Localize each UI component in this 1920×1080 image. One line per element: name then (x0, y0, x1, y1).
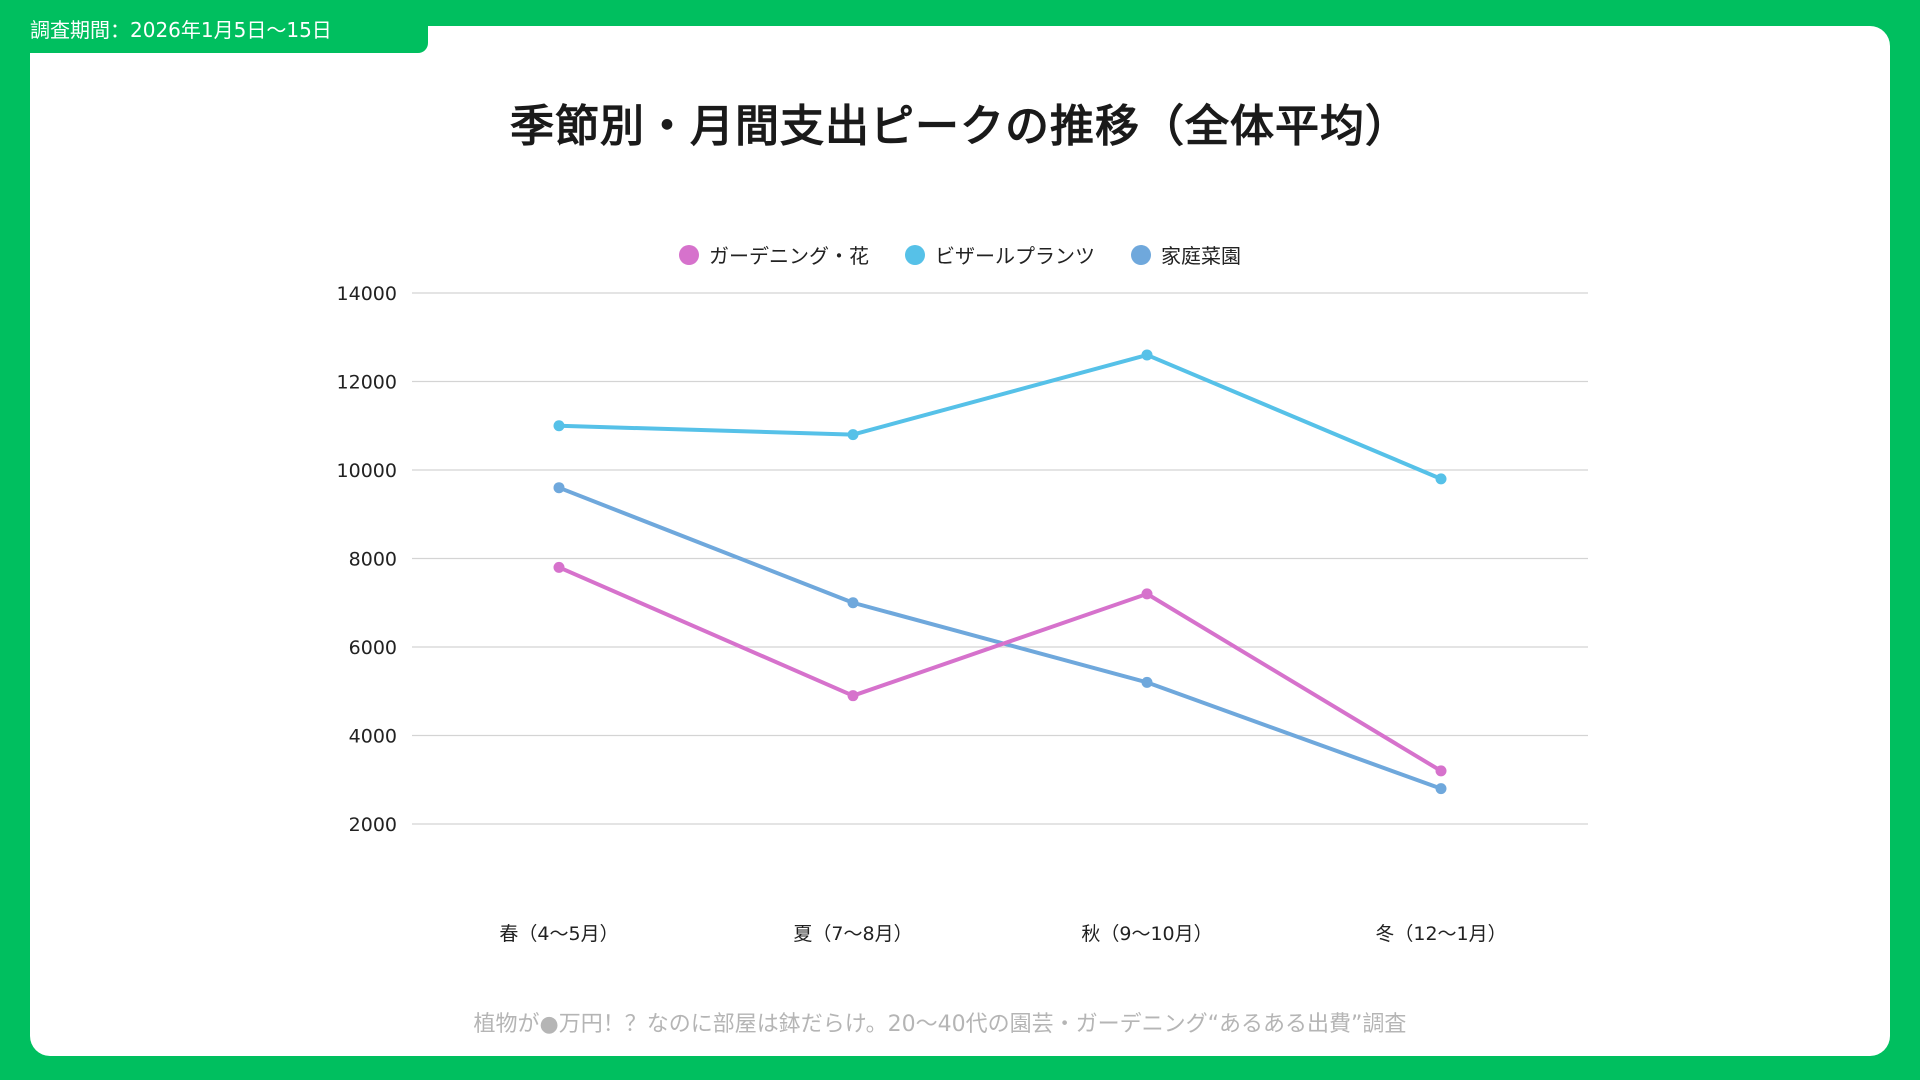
legend-item-gardening[interactable]: ガーデニング・花 (679, 240, 869, 269)
chart-card (30, 26, 1890, 1056)
series-line (557, 565, 1443, 773)
x-axis-ticks: 春（4〜5月） 夏（7〜8月） 秋（9〜10月） 冬（12〜1月） (499, 923, 1506, 945)
data-point (1141, 588, 1153, 600)
chart-title: 季節別・月間支出ピークの推移（全体平均） (510, 101, 1410, 152)
data-point (553, 420, 565, 432)
chart-legend: ガーデニング・花 ビザールプランツ 家庭菜園 (0, 240, 1920, 269)
legend-label-gardening: ガーデニング・花 (709, 244, 869, 268)
legend-item-bizarre-plants[interactable]: ビザールプランツ (905, 240, 1095, 269)
series-line (557, 485, 1443, 791)
x-tick-label: 秋（9〜10月） (1081, 923, 1212, 945)
legend-label-home-garden: 家庭菜園 (1161, 244, 1241, 268)
survey-period-tab: 調査期間：2026年1月5日〜15日 (0, 0, 428, 53)
series-line (557, 352, 1443, 481)
series-2 (553, 482, 1447, 795)
legend-marker-gardening (679, 244, 699, 265)
series-0 (553, 561, 1447, 777)
legend-label-bizarre-plants: ビザールプランツ (935, 244, 1095, 268)
grid-layer (412, 292, 1588, 825)
data-point (1141, 349, 1153, 361)
data-point (1435, 765, 1447, 777)
y-axis-ticks: 2000 4000 6000 8000 10000 12000 14000 (337, 283, 397, 836)
series-layer (553, 349, 1447, 795)
y-tick-label: 8000 (349, 549, 397, 571)
data-point (1435, 473, 1447, 485)
y-tick-label: 12000 (337, 372, 397, 394)
legend-marker-home-garden (1131, 244, 1151, 265)
y-tick-label: 6000 (349, 637, 397, 659)
legend-marker-bizarre-plants (905, 244, 925, 265)
x-tick-label: 冬（12〜1月） (1375, 923, 1506, 945)
data-point (1141, 676, 1153, 688)
y-tick-label: 4000 (349, 726, 397, 748)
data-point (847, 597, 859, 609)
data-point (847, 690, 859, 702)
series-1 (553, 349, 1447, 485)
y-tick-label: 10000 (337, 460, 397, 482)
legend-item-home-garden[interactable]: 家庭菜園 (1131, 240, 1241, 269)
data-point (1435, 783, 1447, 795)
x-tick-label: 春（4〜5月） (499, 923, 618, 945)
footer-caption: 植物が●万円！？なのに部屋は鉢だらけ。20〜40代の園芸・ガーデニング“あるある… (473, 1012, 1407, 1037)
x-tick-label: 夏（7〜8月） (793, 923, 912, 945)
data-point (847, 429, 859, 441)
y-tick-label: 2000 (349, 814, 397, 836)
data-point (553, 561, 565, 573)
y-tick-label: 14000 (337, 283, 397, 305)
survey-period-label: 調査期間：2026年1月5日〜15日 (30, 18, 332, 42)
data-point (553, 482, 565, 494)
